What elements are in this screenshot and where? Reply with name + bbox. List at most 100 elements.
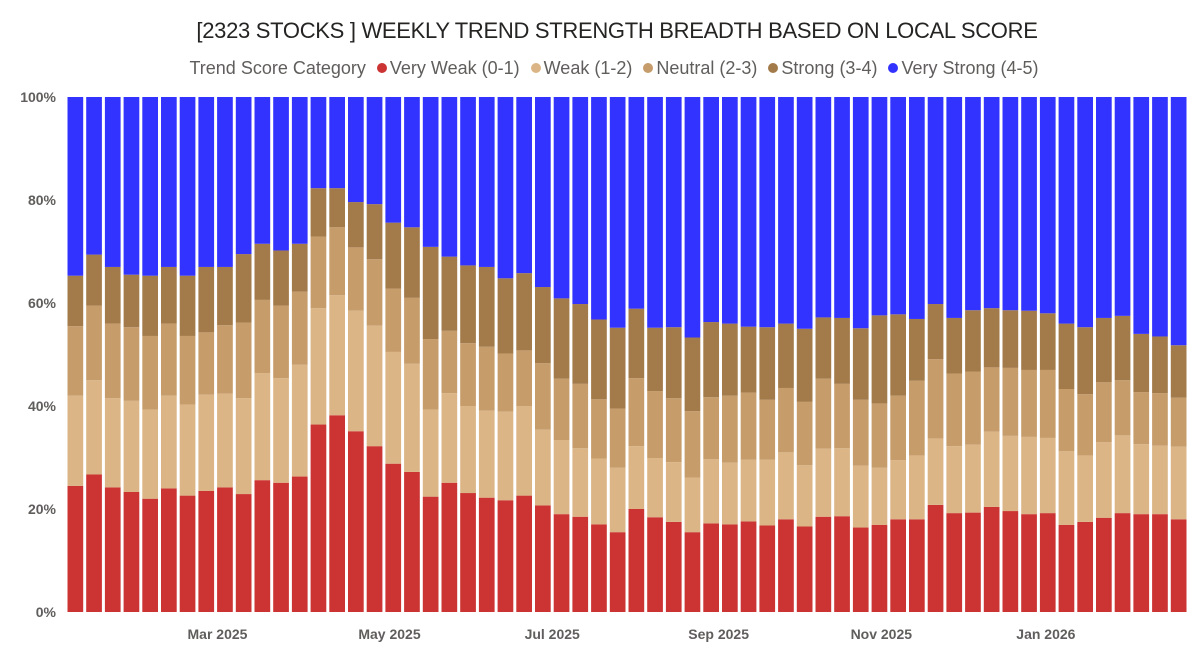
bar-segment-strong-3-4[interactable] <box>142 275 158 336</box>
bar-segment-very-weak-0-1[interactable] <box>1021 514 1037 612</box>
bar-segment-strong-3-4[interactable] <box>123 274 140 328</box>
bar-segment-very-strong-4-5[interactable] <box>1058 97 1075 324</box>
bar-segment-neutral-2-3[interactable] <box>478 346 495 411</box>
bar-segment-strong-3-4[interactable] <box>179 275 196 336</box>
bar-segment-neutral-2-3[interactable] <box>553 378 570 440</box>
bar-segment-neutral-2-3[interactable] <box>1133 392 1150 445</box>
bar-segment-neutral-2-3[interactable] <box>815 378 832 449</box>
bar-segment-strong-3-4[interactable] <box>535 287 551 364</box>
bar-segment-neutral-2-3[interactable] <box>983 367 1000 432</box>
bar-segment-very-weak-0-1[interactable] <box>273 482 289 612</box>
bar-segment-weak-1-2[interactable] <box>759 459 776 526</box>
bar-segment-strong-3-4[interactable] <box>909 318 925 381</box>
bar-segment-neutral-2-3[interactable] <box>1152 393 1168 446</box>
bar-segment-neutral-2-3[interactable] <box>235 322 252 399</box>
bar-segment-very-strong-4-5[interactable] <box>796 97 813 329</box>
bar-segment-strong-3-4[interactable] <box>460 265 476 344</box>
bar-segment-weak-1-2[interactable] <box>441 393 458 483</box>
bar-segment-very-weak-0-1[interactable] <box>591 524 607 612</box>
bar-segment-very-strong-4-5[interactable] <box>722 97 738 324</box>
bar-segment-strong-3-4[interactable] <box>1058 323 1075 390</box>
bar-segment-weak-1-2[interactable] <box>983 431 1000 507</box>
bar-segment-neutral-2-3[interactable] <box>217 325 233 394</box>
bar-segment-strong-3-4[interactable] <box>983 308 1000 368</box>
bar-segment-very-weak-0-1[interactable] <box>946 513 963 612</box>
bar-segment-strong-3-4[interactable] <box>553 298 570 379</box>
bar-segment-neutral-2-3[interactable] <box>778 387 794 453</box>
bar-segment-strong-3-4[interactable] <box>890 314 906 396</box>
bar-segment-very-strong-4-5[interactable] <box>497 97 514 279</box>
bar-segment-very-strong-4-5[interactable] <box>104 97 121 267</box>
bar-segment-very-weak-0-1[interactable] <box>104 487 121 612</box>
bar-segment-weak-1-2[interactable] <box>1170 446 1187 520</box>
bar-segment-neutral-2-3[interactable] <box>628 378 645 447</box>
bar-segment-strong-3-4[interactable] <box>273 250 289 306</box>
bar-segment-very-strong-4-5[interactable] <box>329 97 345 189</box>
legend-item-neutral[interactable]: Neutral (2-3) <box>643 58 757 78</box>
bar-segment-very-strong-4-5[interactable] <box>591 97 607 320</box>
bar-segment-very-strong-4-5[interactable] <box>927 97 944 305</box>
bar-segment-strong-3-4[interactable] <box>722 323 738 396</box>
bar-segment-very-weak-0-1[interactable] <box>647 517 663 612</box>
bar-segment-neutral-2-3[interactable] <box>852 399 869 466</box>
bar-segment-weak-1-2[interactable] <box>478 410 495 498</box>
bar-segment-weak-1-2[interactable] <box>909 455 925 520</box>
bar-segment-neutral-2-3[interactable] <box>516 350 532 406</box>
bar-segment-very-strong-4-5[interactable] <box>179 97 196 276</box>
bar-segment-very-weak-0-1[interactable] <box>329 415 345 612</box>
bar-segment-strong-3-4[interactable] <box>591 319 607 400</box>
bar-segment-very-strong-4-5[interactable] <box>1002 97 1019 311</box>
bar-segment-strong-3-4[interactable] <box>1170 345 1187 398</box>
bar-segment-strong-3-4[interactable] <box>1077 327 1093 395</box>
bar-segment-neutral-2-3[interactable] <box>441 330 458 394</box>
bar-segment-strong-3-4[interactable] <box>1039 313 1056 370</box>
bar-segment-strong-3-4[interactable] <box>366 204 383 260</box>
bar-segment-strong-3-4[interactable] <box>348 202 364 248</box>
bar-segment-very-weak-0-1[interactable] <box>965 512 981 612</box>
bar-segment-very-strong-4-5[interactable] <box>535 97 551 288</box>
bar-segment-neutral-2-3[interactable] <box>422 339 439 410</box>
bar-segment-strong-3-4[interactable] <box>404 227 420 298</box>
bar-segment-very-strong-4-5[interactable] <box>422 97 439 247</box>
bar-segment-strong-3-4[interactable] <box>198 266 215 333</box>
bar-segment-strong-3-4[interactable] <box>254 243 271 300</box>
bar-segment-very-weak-0-1[interactable] <box>609 532 626 612</box>
bar-segment-neutral-2-3[interactable] <box>366 259 383 326</box>
bar-segment-strong-3-4[interactable] <box>965 310 981 372</box>
bar-segment-weak-1-2[interactable] <box>852 465 869 528</box>
bar-segment-very-weak-0-1[interactable] <box>665 521 682 612</box>
bar-segment-strong-3-4[interactable] <box>815 317 832 379</box>
bar-segment-very-weak-0-1[interactable] <box>1077 521 1093 612</box>
bar-segment-strong-3-4[interactable] <box>1002 310 1019 368</box>
bar-segment-strong-3-4[interactable] <box>1114 315 1131 381</box>
bar-segment-weak-1-2[interactable] <box>273 378 289 483</box>
bar-segment-weak-1-2[interactable] <box>965 444 981 513</box>
bar-segment-neutral-2-3[interactable] <box>535 363 551 430</box>
bar-segment-weak-1-2[interactable] <box>684 477 701 533</box>
bar-segment-strong-3-4[interactable] <box>946 317 963 374</box>
bar-segment-very-strong-4-5[interactable] <box>310 97 327 189</box>
bar-segment-weak-1-2[interactable] <box>1152 445 1168 515</box>
bar-segment-very-strong-4-5[interactable] <box>385 97 402 223</box>
bar-segment-very-strong-4-5[interactable] <box>348 97 364 203</box>
bar-segment-very-strong-4-5[interactable] <box>871 97 888 316</box>
bar-segment-neutral-2-3[interactable] <box>1170 397 1187 447</box>
bar-segment-very-strong-4-5[interactable] <box>366 97 383 205</box>
bar-segment-neutral-2-3[interactable] <box>254 299 271 374</box>
legend-item-weak[interactable]: Weak (1-2) <box>530 58 632 78</box>
bar-segment-neutral-2-3[interactable] <box>946 373 963 447</box>
bar-segment-very-weak-0-1[interactable] <box>86 474 102 612</box>
bar-segment-neutral-2-3[interactable] <box>722 395 738 463</box>
bar-segment-very-weak-0-1[interactable] <box>179 495 196 612</box>
bar-segment-very-weak-0-1[interactable] <box>142 498 158 612</box>
bar-segment-neutral-2-3[interactable] <box>385 288 402 352</box>
bar-segment-weak-1-2[interactable] <box>348 310 364 432</box>
bar-segment-weak-1-2[interactable] <box>254 373 271 481</box>
bar-segment-strong-3-4[interactable] <box>478 266 495 347</box>
bar-segment-very-weak-0-1[interactable] <box>628 509 645 612</box>
bar-segment-weak-1-2[interactable] <box>1133 444 1150 515</box>
bar-segment-strong-3-4[interactable] <box>927 304 944 360</box>
bar-segment-very-weak-0-1[interactable] <box>161 488 177 612</box>
bar-segment-weak-1-2[interactable] <box>927 438 944 505</box>
bar-segment-strong-3-4[interactable] <box>628 308 645 379</box>
